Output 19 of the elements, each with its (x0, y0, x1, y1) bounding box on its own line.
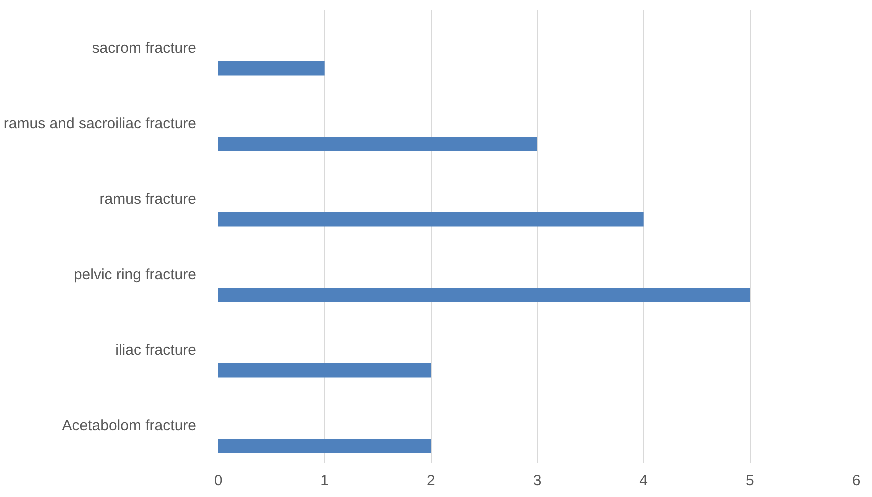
x-tick-label: 2 (426, 472, 436, 490)
y-tick-label: ramus fracture (100, 190, 197, 208)
y-tick-label: ramus and sacroiliac fracture (4, 115, 196, 132)
bar (218, 438, 432, 454)
bar (218, 288, 750, 302)
x-tick-label: 1 (320, 472, 330, 490)
y-tick-label: Acetabolom fracture (62, 417, 197, 434)
x-tick-label: 5 (746, 472, 754, 490)
bar (218, 212, 644, 227)
x-tick-label: 6 (852, 472, 861, 490)
y-tick-label: iliac fracture (116, 342, 196, 359)
x-tick-label: 4 (640, 472, 648, 490)
x-tick-label: 0 (214, 472, 223, 490)
y-tick-label: sacrom fracture (92, 40, 197, 57)
y-tick-label: pelvic ring fracture (74, 266, 197, 284)
bar (218, 136, 538, 152)
bar (218, 61, 325, 76)
bar (218, 363, 432, 378)
x-tick-label: 3 (533, 472, 542, 490)
